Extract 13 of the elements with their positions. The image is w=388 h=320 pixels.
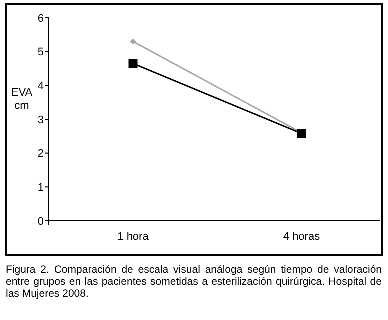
y-tick-label: 6	[38, 12, 44, 25]
y-tick-label: 4	[38, 80, 44, 93]
point	[130, 38, 136, 45]
x-tick-label: 1 hora	[118, 231, 150, 243]
y-tick-label: 3	[38, 114, 44, 126]
y-tick-label: 2	[38, 148, 44, 160]
text: Figura 2. Comparación de escala visual análoga según tiempo de valoración entre grupos en las pacientes sometidas a esterilización quirúrgica. Hospital de las Mujeres 2008.	[5, 263, 383, 300]
y-axis-title: EVA cm	[11, 87, 34, 112]
y-tick-label: 5	[38, 46, 44, 59]
y-tick-label: 0	[38, 216, 44, 228]
x-tick-label: 4 horas	[283, 231, 321, 243]
y-tick-label: 1	[38, 182, 44, 194]
point	[128, 59, 138, 68]
